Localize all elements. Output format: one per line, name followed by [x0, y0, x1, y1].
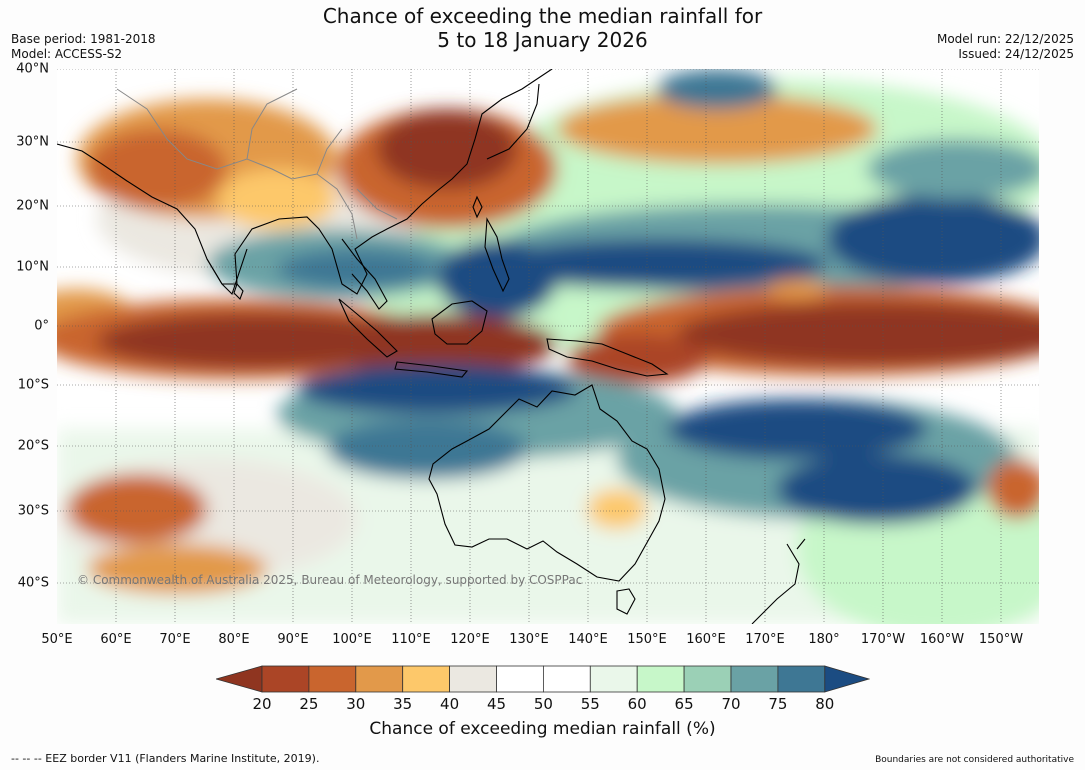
- eez-note: -- -- -- EEZ border V11 (Flanders Marine…: [11, 752, 320, 765]
- colorbar-tick-label: 55: [580, 695, 600, 713]
- colorbar: [216, 665, 870, 693]
- model-run: Model run: 22/12/2025: [936, 32, 1074, 46]
- meta-left: Base period: 1981-2018 Model: ACCESS-S2: [11, 32, 156, 62]
- taiwan-coastline: [472, 195, 483, 219]
- indochina-coastline: [341, 238, 388, 310]
- lon-label: 160°E: [686, 632, 726, 647]
- meta-right: Model run: 22/12/2025 Issued: 24/12/2025: [937, 32, 1074, 62]
- colorbar-tick-label: 40: [440, 695, 460, 713]
- colorbar-arrow-high: [824, 665, 870, 693]
- lon-label: 90°E: [277, 632, 309, 647]
- lat-label: 20°N: [16, 198, 49, 214]
- title-line-1: Chance of exceeding the median rainfall …: [322, 4, 763, 28]
- colorbar-tick-label: 25: [299, 695, 319, 713]
- title-line-2: 5 to 18 January 2026: [437, 28, 648, 52]
- borneo-coastline: [431, 300, 488, 345]
- colorbar-segment: [636, 665, 685, 693]
- colorbar-tick-label: 75: [768, 695, 788, 713]
- rainfall-map: [57, 69, 1039, 624]
- colorbar-tick-label: 65: [674, 695, 694, 713]
- lat-label: 40°S: [17, 575, 49, 591]
- colorbar-tick-label: 35: [393, 695, 413, 713]
- lon-label: 160°W: [919, 632, 965, 647]
- philippines-coastline: [484, 217, 510, 293]
- lon-label: 80°E: [218, 632, 250, 647]
- japan-coastline: [486, 83, 540, 160]
- colorbar-tick-label: 20: [252, 695, 272, 713]
- issued-date: Issued: 24/12/2025: [958, 47, 1074, 61]
- lon-label: 130°E: [509, 632, 549, 647]
- colorbar-tick-label: 50: [533, 695, 553, 713]
- lon-label: 170°E: [745, 632, 785, 647]
- lon-label: 180°: [808, 632, 840, 647]
- colorbar-title: Chance of exceeding median rainfall (%): [369, 719, 716, 739]
- boundaries-note: Boundaries are not considered authoritat…: [875, 755, 1074, 765]
- lat-label: 0°: [34, 318, 49, 334]
- model-name: Model: ACCESS-S2: [11, 47, 123, 61]
- colorbar-segment: [730, 665, 779, 693]
- colorbar-segment: [496, 665, 544, 693]
- colorbar-segment: [542, 665, 591, 693]
- colorbar-segment: [683, 665, 732, 693]
- colorbar-segment: [589, 665, 638, 693]
- lon-label: 60°E: [100, 632, 132, 647]
- colorbar-segment: [355, 665, 404, 693]
- lat-label: 10°N: [16, 259, 49, 275]
- colorbar-arrow-low: [216, 665, 263, 693]
- lat-label: 40°N: [16, 61, 49, 77]
- colorbar-tick-label: 80: [815, 695, 835, 713]
- colorbar-segment: [777, 665, 826, 693]
- lat-label: 30°N: [16, 134, 49, 150]
- country-borders: [116, 88, 398, 240]
- colorbar-segment: [402, 665, 450, 693]
- colorbar-segment: [308, 665, 357, 693]
- copyright-note: © Commonwealth of Australia 2025, Bureau…: [77, 573, 583, 587]
- lon-label: 120°E: [450, 632, 490, 647]
- india-coastline: [206, 248, 248, 296]
- new-zealand-coastline: [751, 538, 806, 624]
- lat-label: 20°S: [17, 438, 49, 454]
- lon-label: 170°W: [860, 632, 906, 647]
- base-period: Base period: 1981-2018: [11, 32, 156, 46]
- colorbar-tick-label: 70: [721, 695, 741, 713]
- lon-label: 150°E: [627, 632, 667, 647]
- lon-label: 140°E: [568, 632, 608, 647]
- graticule: [57, 69, 1039, 624]
- java-coastline: [394, 361, 469, 378]
- colorbar-tick-label: 30: [346, 695, 366, 713]
- lon-label: 110°E: [391, 632, 431, 647]
- australia-coastline: [428, 384, 666, 582]
- lon-label: 100°E: [332, 632, 372, 647]
- lon-label: 150°W: [978, 632, 1024, 647]
- sumatra-coastline: [338, 298, 398, 358]
- new-guinea-coastline: [546, 338, 669, 377]
- colorbar-segment: [449, 665, 497, 693]
- sri-lanka-coastline: [233, 282, 244, 300]
- coastlines: [57, 69, 806, 624]
- chart-title: Chance of exceeding the median rainfall …: [0, 4, 1085, 52]
- lat-label: 30°S: [17, 503, 49, 519]
- colorbar-segment: [261, 665, 310, 693]
- lon-label: 70°E: [159, 632, 191, 647]
- colorbar-tick-label: 45: [486, 695, 507, 713]
- asia-coastline: [57, 69, 553, 295]
- lon-label: 50°E: [41, 632, 73, 647]
- tasmania-coastline: [616, 588, 636, 615]
- colorbar-tick-label: 60: [627, 695, 647, 713]
- lat-label: 10°S: [17, 377, 49, 393]
